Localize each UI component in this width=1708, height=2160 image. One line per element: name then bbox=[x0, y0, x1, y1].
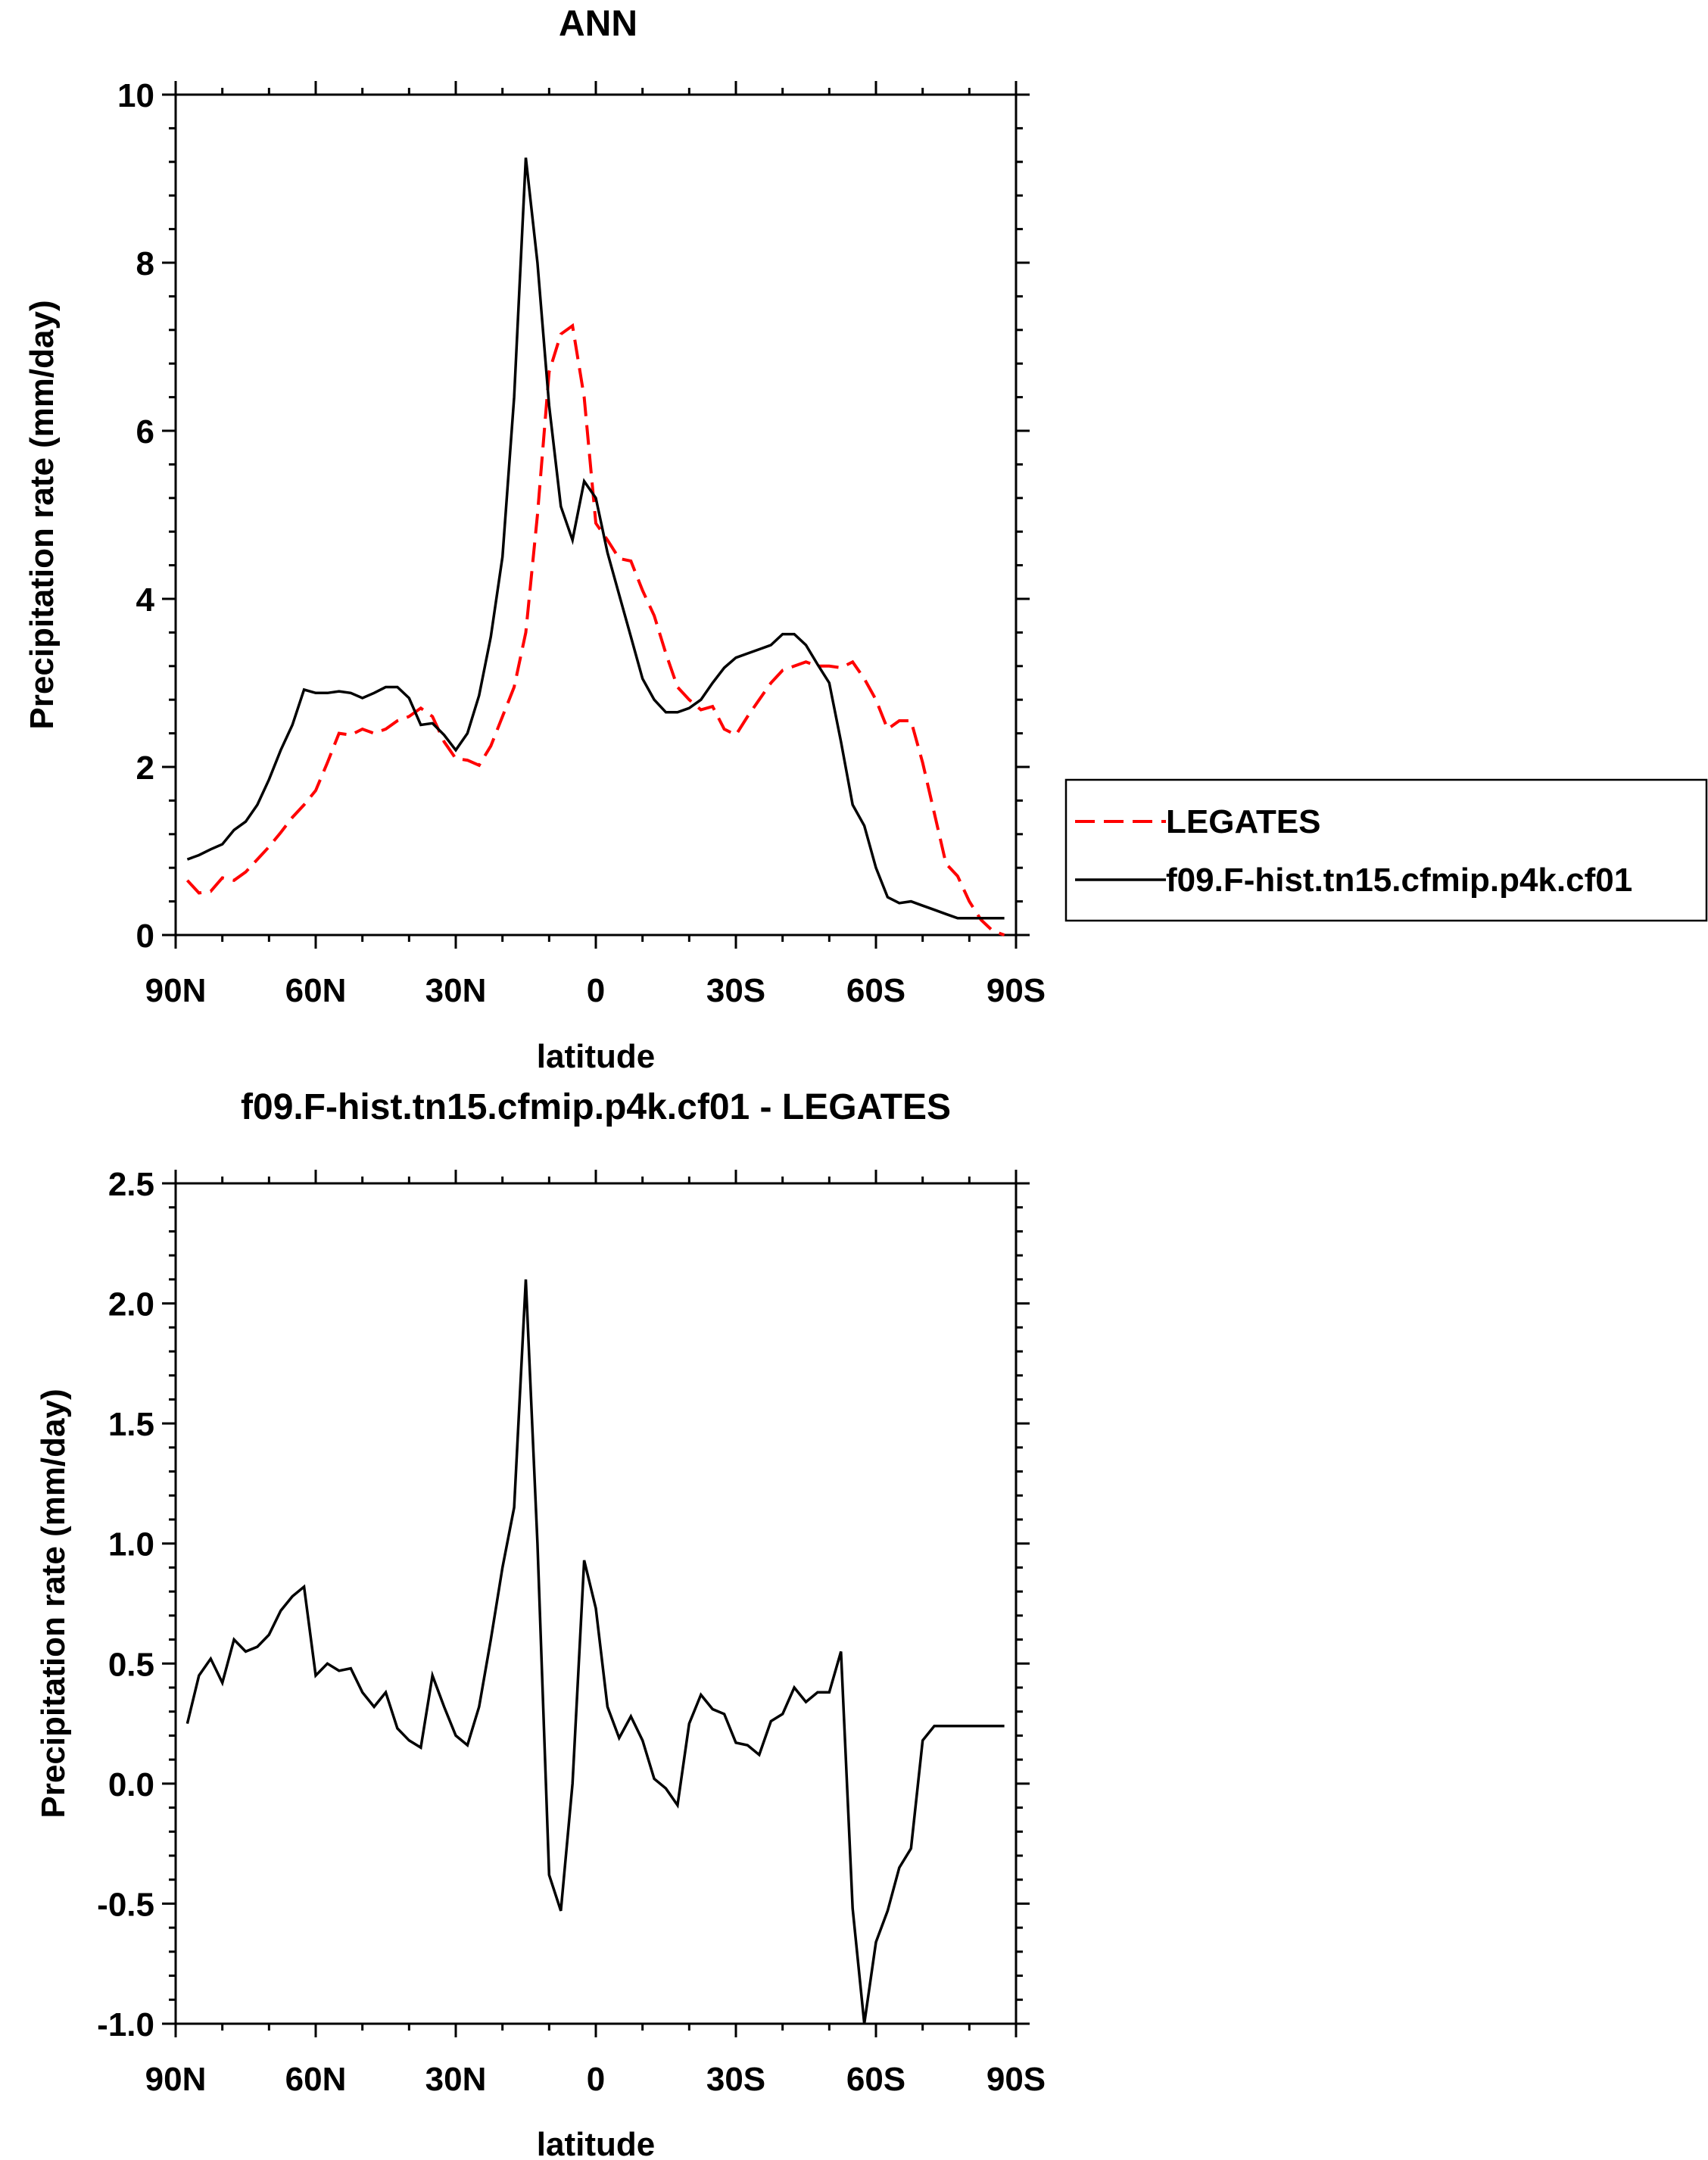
x-tick-label: 90N bbox=[145, 2061, 207, 2098]
x-tick-label: 90S bbox=[986, 2061, 1046, 2098]
legend-label-model: f09.F-hist.tn15.cfmip.p4k.cf01 bbox=[1166, 862, 1632, 899]
top-panel: ANN 90N 60N 30N 0 30S 60S 90S 0 2 4 6 8 10 latitude… bbox=[23, 4, 1046, 1075]
bottom-x-tick-labels: 90N 60N 30N 0 30S 60S 90S bbox=[145, 2061, 1046, 2098]
bottom-x-axis-label: latitude bbox=[537, 2126, 655, 2160]
y-tick-label: 0.0 bbox=[108, 1766, 154, 1803]
x-tick-label: 90N bbox=[145, 972, 207, 1009]
top-ticks bbox=[162, 81, 1030, 949]
series-line-difference bbox=[185, 1279, 1005, 2024]
y-tick-label: 0.5 bbox=[108, 1646, 154, 1683]
x-tick-label: 30N bbox=[425, 2061, 487, 2098]
legend: LEGATES f09.F-hist.tn15.cfmip.p4k.cf01 bbox=[1064, 778, 1708, 922]
x-tick-label: 30S bbox=[706, 972, 765, 1009]
bottom-series-lines bbox=[185, 1279, 1005, 2024]
legend-box bbox=[1064, 778, 1708, 922]
bottom-y-axis-label: Precipitation rate (mm/day) bbox=[35, 1389, 72, 1818]
top-series-lines bbox=[185, 157, 1005, 937]
x-tick-label: 30S bbox=[706, 2061, 765, 2098]
y-tick-label: 2 bbox=[136, 750, 154, 787]
x-tick-label: 60N bbox=[285, 2061, 347, 2098]
y-tick-label: 0 bbox=[136, 918, 154, 955]
y-tick-label: -0.5 bbox=[97, 1886, 154, 1923]
bottom-panel: f09.F-hist.tn15.cfmip.p4k.cf01 - LEGATES… bbox=[35, 1087, 1046, 2160]
top-y-tick-labels: 0 2 4 6 8 10 bbox=[117, 77, 154, 955]
legend-label-legates: LEGATES bbox=[1166, 803, 1321, 840]
bottom-ticks bbox=[162, 1170, 1030, 2037]
y-tick-label: 4 bbox=[136, 581, 155, 619]
bottom-chart-title: f09.F-hist.tn15.cfmip.p4k.cf01 - LEGATES bbox=[241, 1087, 951, 1127]
x-tick-label: 0 bbox=[587, 972, 605, 1009]
x-tick-label: 0 bbox=[587, 2061, 605, 2098]
top-x-axis-label: latitude bbox=[537, 1038, 655, 1075]
y-tick-label: 6 bbox=[136, 413, 154, 450]
series-line-model bbox=[186, 157, 1005, 920]
y-tick-label: 8 bbox=[136, 245, 154, 282]
y-tick-label: 2.5 bbox=[108, 1166, 154, 1203]
x-tick-label: 60N bbox=[285, 972, 347, 1009]
series-line-legates bbox=[185, 323, 1005, 937]
x-tick-label: 30N bbox=[425, 972, 487, 1009]
top-chart-title: ANN bbox=[559, 4, 637, 44]
y-tick-label: 1.5 bbox=[108, 1406, 154, 1443]
top-y-axis-label: Precipitation rate (mm/day) bbox=[23, 300, 61, 729]
y-tick-label: 1.0 bbox=[108, 1526, 154, 1563]
x-tick-label: 60S bbox=[846, 972, 905, 1009]
y-tick-label: 10 bbox=[117, 77, 154, 114]
y-tick-label: -1.0 bbox=[97, 2006, 154, 2043]
top-x-tick-labels: 90N 60N 30N 0 30S 60S 90S bbox=[145, 972, 1046, 1009]
x-tick-label: 90S bbox=[986, 972, 1046, 1009]
x-tick-label: 60S bbox=[846, 2061, 905, 2098]
bottom-y-tick-labels: -1.0 -0.5 0.0 0.5 1.0 1.5 2.0 2.5 bbox=[97, 1166, 154, 2043]
y-tick-label: 2.0 bbox=[108, 1286, 154, 1323]
